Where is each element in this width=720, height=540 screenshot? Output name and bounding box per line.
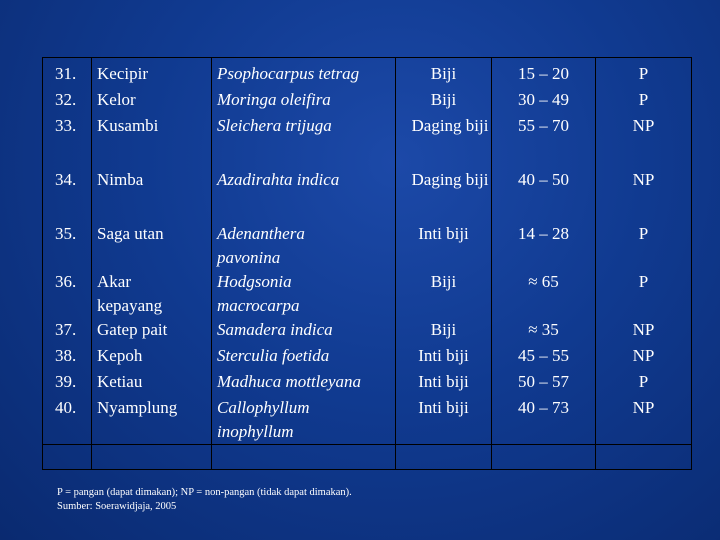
scientific-name: Moringa oleifira bbox=[217, 90, 331, 109]
scientific-name: Madhuca mottleyana bbox=[217, 372, 361, 391]
local-name: Kepoh bbox=[97, 346, 143, 365]
legend-note: P = pangan (dapat dimakan); NP = non-pan… bbox=[57, 487, 352, 498]
local-name: Kecipir bbox=[97, 64, 148, 83]
scientific-name: Sterculia foetida bbox=[217, 346, 330, 365]
oil-content: 14 – 28 bbox=[518, 224, 569, 243]
scientific-name: Adenanthera pavonina bbox=[217, 224, 305, 267]
table-footnote: P = pangan (dapat dimakan); NP = non-pan… bbox=[57, 486, 352, 514]
local-name: Kelor bbox=[97, 90, 136, 109]
usage-type: NP bbox=[632, 320, 655, 339]
row-number: 31. bbox=[55, 64, 77, 83]
column-divider bbox=[91, 57, 92, 470]
row-number: 40. bbox=[55, 398, 77, 417]
oil-content: 40 – 73 bbox=[518, 398, 569, 417]
table-border-bottom bbox=[42, 469, 692, 470]
table-border-right bbox=[691, 57, 692, 470]
scientific-name: Psophocarpus tetrag bbox=[217, 64, 360, 83]
table-border-top bbox=[42, 57, 692, 58]
usage-type: NP bbox=[632, 170, 655, 189]
plant-part: Inti biji bbox=[418, 398, 469, 417]
local-name: Ketiau bbox=[97, 372, 143, 391]
oil-content: 45 – 55 bbox=[518, 346, 569, 365]
row-number: 33. bbox=[55, 116, 77, 135]
source-note: Sumber: Soerawidjaja, 2005 bbox=[57, 501, 177, 512]
plant-part: Biji bbox=[430, 90, 457, 109]
local-name: Nyamplung bbox=[97, 398, 178, 417]
local-name: Nimba bbox=[97, 170, 144, 189]
usage-type: P bbox=[638, 64, 649, 83]
usage-type: P bbox=[638, 372, 649, 391]
oil-content: 50 – 57 bbox=[518, 372, 569, 391]
row-number: 35. bbox=[55, 224, 77, 243]
scientific-name: Azadirahta indica bbox=[217, 170, 340, 189]
scientific-name: Sleichera trijuga bbox=[217, 116, 332, 135]
plant-part: Biji bbox=[430, 320, 457, 339]
oil-content: 55 – 70 bbox=[518, 116, 569, 135]
column-divider bbox=[595, 57, 596, 470]
local-name: Akar kepayang bbox=[97, 272, 163, 315]
scientific-name: Samadera indica bbox=[217, 320, 333, 339]
oil-content: ≈ 35 bbox=[528, 320, 559, 339]
local-name: Gatep pait bbox=[97, 320, 168, 339]
usage-type: NP bbox=[632, 346, 655, 365]
oil-content: 30 – 49 bbox=[518, 90, 569, 109]
row-number: 36. bbox=[55, 272, 77, 291]
column-divider bbox=[395, 57, 396, 470]
column-divider bbox=[491, 57, 492, 470]
usage-type: P bbox=[638, 224, 649, 243]
plant-part: Biji bbox=[430, 64, 457, 83]
row-number: 38. bbox=[55, 346, 77, 365]
row-number: 32. bbox=[55, 90, 77, 109]
plant-part: Biji bbox=[430, 272, 457, 291]
oil-content: 15 – 20 bbox=[518, 64, 569, 83]
plant-part: Daging biji bbox=[411, 116, 489, 135]
usage-type: NP bbox=[632, 398, 655, 417]
column-divider bbox=[211, 57, 212, 470]
oil-content: ≈ 65 bbox=[528, 272, 559, 291]
scientific-name: Hodgsonia macrocarpa bbox=[217, 272, 300, 315]
plant-part: Daging biji bbox=[411, 170, 489, 189]
table-border-left bbox=[42, 57, 43, 470]
local-name: Kusambi bbox=[97, 116, 159, 135]
row-number: 39. bbox=[55, 372, 77, 391]
row-number: 37. bbox=[55, 320, 77, 339]
scientific-name: Callophyllum inophyllum bbox=[217, 398, 310, 441]
plant-part: Inti biji bbox=[418, 372, 469, 391]
usage-type: P bbox=[638, 90, 649, 109]
plant-part: Inti biji bbox=[418, 346, 469, 365]
table-row-divider bbox=[42, 444, 692, 445]
oil-content: 40 – 50 bbox=[518, 170, 569, 189]
plant-part: Inti biji bbox=[418, 224, 469, 243]
row-number: 34. bbox=[55, 170, 77, 189]
usage-type: NP bbox=[632, 116, 655, 135]
local-name: Saga utan bbox=[97, 224, 164, 243]
usage-type: P bbox=[638, 272, 649, 291]
